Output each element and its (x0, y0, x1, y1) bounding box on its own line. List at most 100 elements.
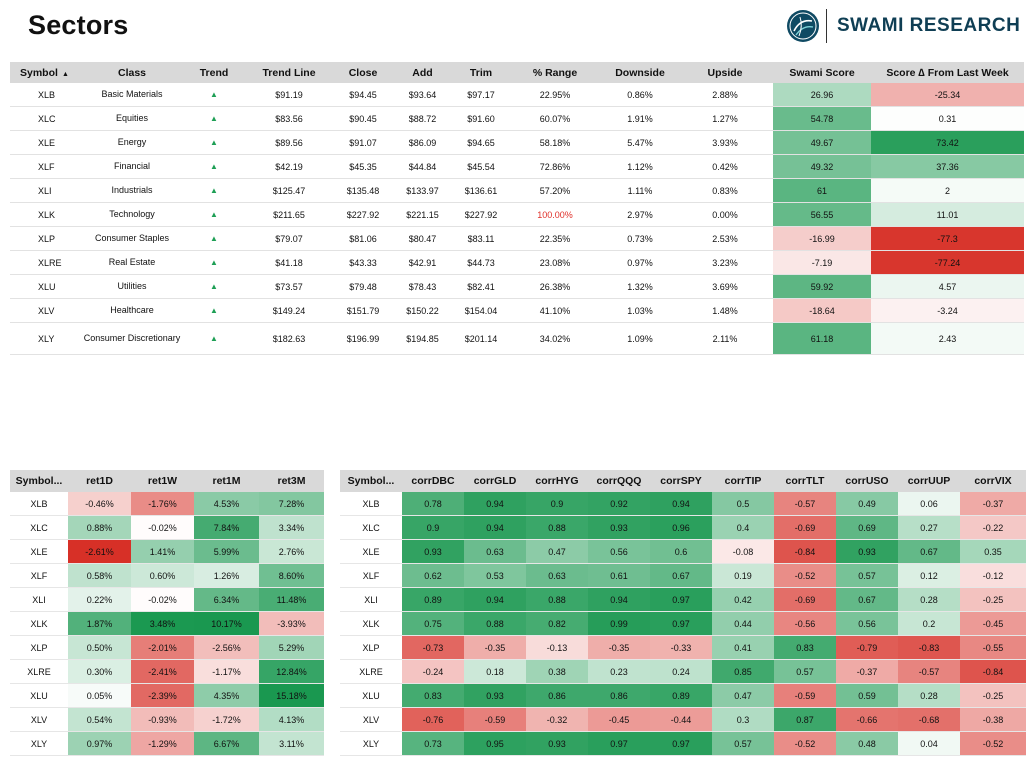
table-cell: 3.93% (677, 130, 773, 155)
column-header-label: corrHYG (535, 475, 579, 487)
table-cell: 3.23% (677, 250, 773, 275)
column-header-symbol[interactable]: Symbol... (10, 470, 68, 492)
column-header-corruso[interactable]: corrUSO (836, 470, 898, 492)
table-cell: -3.93% (259, 611, 324, 636)
table-cell: 0.60% (131, 563, 194, 588)
column-header-ret1w[interactable]: ret1W (131, 470, 194, 492)
table-cell: 0.88 (526, 515, 588, 540)
table-row: XLI 0.22% -0.02% 6.34% 11.48% (10, 587, 324, 612)
column-header-score-from-last-week[interactable]: Score ∆ From Last Week (871, 62, 1024, 83)
table-cell: -18.64 (773, 298, 871, 323)
column-header-corrgld[interactable]: corrGLD (464, 470, 526, 492)
table-cell: -0.45 (588, 707, 650, 732)
table-cell: 57.20% (507, 178, 603, 203)
table-cell: 0.28 (898, 683, 960, 708)
column-header-close[interactable]: Close (336, 62, 390, 83)
table-cell: 0.93 (464, 683, 526, 708)
table-cell: 2.11% (677, 322, 773, 355)
column-header-corrqqq[interactable]: corrQQQ (588, 470, 650, 492)
table-cell: 0.94 (588, 587, 650, 612)
column-header-label: corrTIP (724, 475, 762, 487)
column-header-downside[interactable]: Downside (603, 62, 677, 83)
column-header-trim[interactable]: Trim (455, 62, 507, 83)
table-cell: 0.82 (526, 611, 588, 636)
table-cell: 0.28 (898, 587, 960, 612)
table-cell: 0.42 (712, 587, 774, 612)
returns-header-row: Symbol... ret1D ret1W ret1M ret3M (10, 470, 324, 492)
table-cell: XLI (340, 587, 402, 612)
table-cell: -0.57 (774, 492, 836, 516)
sectors-table: Symbol ▲ Class Trend Trend Line Close Add Trim%… (10, 62, 1024, 355)
column-header-corrdbc[interactable]: corrDBC (402, 470, 464, 492)
table-cell: 73.42 (871, 130, 1024, 155)
column-header-trend-line[interactable]: Trend Line (242, 62, 336, 83)
column-header-range[interactable]: % Range (507, 62, 603, 83)
table-cell: -0.22 (960, 515, 1026, 540)
table-cell: $125.47 (242, 178, 336, 203)
table-cell: 0.89 (650, 683, 712, 708)
table-row: XLB -0.46% -1.76% 4.53% 7.28% (10, 492, 324, 516)
trend-up-icon: ▲ (186, 130, 242, 155)
table-cell: -0.59 (464, 707, 526, 732)
column-header-ret1d[interactable]: ret1D (68, 470, 131, 492)
table-cell: $91.60 (455, 106, 507, 131)
column-header-corrvix[interactable]: corrVIX (960, 470, 1026, 492)
column-header-class[interactable]: Class (78, 62, 186, 83)
table-cell: -0.35 (588, 635, 650, 660)
table-cell: 11.48% (259, 587, 324, 612)
column-header-trend[interactable]: Trend (186, 62, 242, 83)
table-cell: 0.97% (68, 731, 131, 756)
table-cell: 0.44 (712, 611, 774, 636)
table-cell: -2.41% (131, 659, 194, 684)
table-cell: 2.53% (677, 226, 773, 251)
column-header-corrtip[interactable]: corrTIP (712, 470, 774, 492)
table-row: XLK Technology ▲ $211.65 $227.92 $221.15 $227.… (10, 202, 1024, 227)
column-header-corrtlt[interactable]: corrTLT (774, 470, 836, 492)
table-cell: XLC (10, 106, 78, 131)
table-cell: $150.22 (390, 298, 455, 323)
table-cell: 0.9 (526, 492, 588, 516)
table-cell: $45.35 (336, 154, 390, 179)
table-cell: 0.57 (774, 659, 836, 684)
table-cell: 0.67 (650, 563, 712, 588)
column-header-label: Trend Line (262, 66, 316, 79)
table-cell: $149.24 (242, 298, 336, 323)
table-cell: 7.28% (259, 492, 324, 516)
table-cell: $83.11 (455, 226, 507, 251)
column-header-corruup[interactable]: corrUUP (898, 470, 960, 492)
table-cell: XLV (340, 707, 402, 732)
table-cell: 0.49 (836, 492, 898, 516)
table-cell: XLV (10, 298, 78, 323)
table-cell: XLE (340, 539, 402, 564)
table-cell: Basic Materials (78, 83, 186, 107)
table-cell: 0.86 (588, 683, 650, 708)
table-cell: 0.23 (588, 659, 650, 684)
column-header-ret1m[interactable]: ret1M (194, 470, 259, 492)
table-cell: XLF (10, 154, 78, 179)
column-header-symbol[interactable]: Symbol ▲ (10, 62, 78, 83)
column-header-label: Trend (199, 66, 229, 79)
table-cell: 60.07% (507, 106, 603, 131)
table-cell: 0.12 (898, 563, 960, 588)
table-cell: 0.9 (402, 515, 464, 540)
column-header-upside[interactable]: Upside (677, 62, 773, 83)
correlation-table: Symbol... corrDBC corrGLD corrHYG corrQQQ cor… (340, 470, 1026, 756)
column-header-swami-score[interactable]: Swami Score (773, 62, 871, 83)
table-cell: 0.93 (402, 539, 464, 564)
column-header-symbol[interactable]: Symbol... (340, 470, 402, 492)
column-header-corrhyg[interactable]: corrHYG (526, 470, 588, 492)
table-cell: -2.39% (131, 683, 194, 708)
table-cell: 23.08% (507, 250, 603, 275)
column-header-ret3m[interactable]: ret3M (259, 470, 324, 492)
column-header-corrspy[interactable]: corrSPY (650, 470, 712, 492)
table-cell: 5.47% (603, 130, 677, 155)
table-cell: 0.97 (588, 731, 650, 756)
table-cell: 49.32 (773, 154, 871, 179)
table-row: XLI 0.89 0.94 0.88 0.94 0.97 0.42 -0.69 0.67 0.28… (340, 587, 1026, 612)
table-cell: $201.14 (455, 322, 507, 355)
table-cell: 11.01 (871, 202, 1024, 227)
table-cell: $79.48 (336, 274, 390, 299)
table-row: XLC 0.88% -0.02% 7.84% 3.34% (10, 515, 324, 540)
column-header-add[interactable]: Add (390, 62, 455, 83)
table-cell: $82.41 (455, 274, 507, 299)
